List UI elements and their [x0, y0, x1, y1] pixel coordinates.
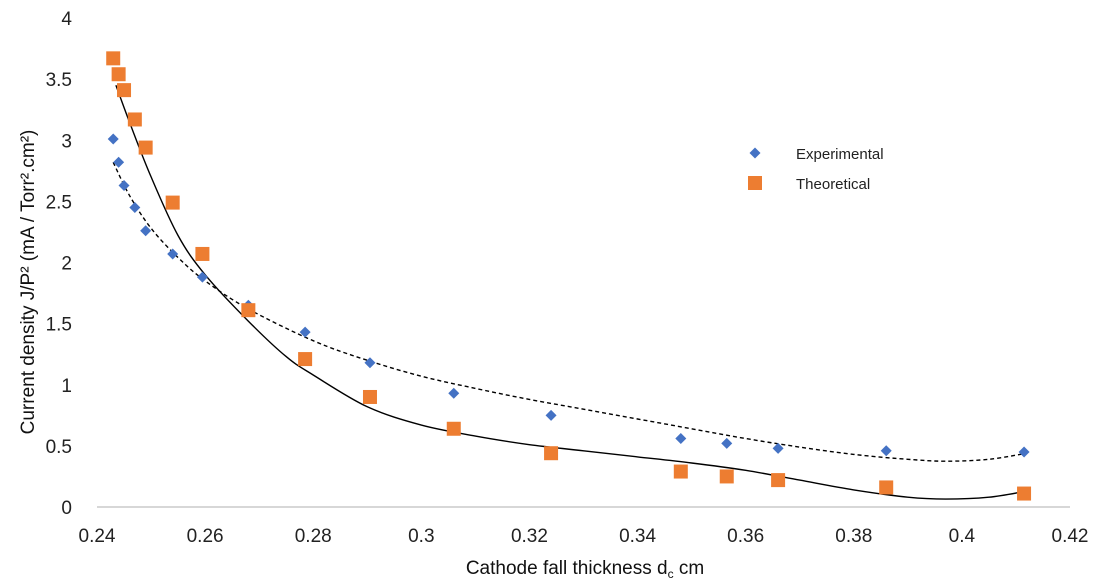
y-tick-label: 2 — [61, 254, 72, 275]
x-axis-title-unit: cm — [674, 558, 705, 579]
data-point-experimental — [118, 179, 130, 191]
x-tick-label: 0.3 — [408, 526, 434, 547]
y-tick-labels: 0 0.5 1 1.5 2 2.5 3 3.5 4 — [46, 9, 73, 519]
x-tick-label: 0.24 — [79, 526, 116, 547]
y-axis-title: Current density J/P² (mA / Torr².cm²) — [18, 130, 39, 435]
y-tick-label: 4 — [61, 9, 72, 30]
data-point-theoretical — [1017, 486, 1032, 501]
x-tick-label: 0.28 — [295, 526, 332, 547]
data-point-experimental — [448, 387, 460, 399]
data-point-theoretical — [111, 67, 126, 82]
data-point-theoretical — [544, 446, 559, 461]
x-axis-title-subscript: c — [668, 567, 674, 579]
data-point-experimental — [721, 437, 733, 449]
data-point-theoretical — [673, 464, 688, 479]
legend-label-experimental: Experimental — [796, 146, 884, 163]
legend-item-experimental: Experimental — [749, 146, 884, 163]
data-point-theoretical — [719, 469, 734, 484]
y-tick-label: 2.5 — [46, 192, 72, 213]
legend-item-theoretical: Theoretical — [748, 176, 870, 193]
y-tick-label: 0.5 — [46, 437, 72, 458]
data-markers — [106, 51, 1032, 501]
data-point-theoretical — [298, 352, 313, 367]
data-point-theoretical — [771, 473, 786, 488]
y-tick-label: 3 — [61, 131, 72, 152]
x-tick-label: 0.26 — [187, 526, 224, 547]
data-point-experimental — [140, 225, 152, 237]
data-point-experimental — [167, 248, 179, 260]
legend: Experimental Theoretical — [748, 146, 884, 193]
x-tick-label: 0.42 — [1052, 526, 1089, 547]
y-tick-label: 3.5 — [46, 70, 72, 91]
x-tick-label: 0.34 — [619, 526, 656, 547]
x-tick-labels: 0.24 0.26 0.28 0.3 0.32 0.34 0.36 0.38 0.4 0.42 — [79, 526, 1089, 547]
x-tick-label: 0.38 — [835, 526, 872, 547]
data-point-experimental — [196, 271, 208, 283]
y-tick-label: 1 — [61, 376, 72, 397]
data-point-experimental — [107, 133, 119, 145]
data-point-theoretical — [446, 421, 461, 436]
data-point-theoretical — [106, 51, 121, 66]
data-point-theoretical — [879, 480, 894, 495]
data-point-experimental — [772, 442, 784, 454]
data-point-experimental — [880, 445, 892, 457]
trendlines — [112, 84, 1027, 500]
x-tick-label: 0.32 — [511, 526, 548, 547]
y-tick-label: 1.5 — [46, 315, 72, 336]
data-point-experimental — [364, 357, 376, 369]
x-tick-label: 0.4 — [949, 526, 976, 547]
legend-label-theoretical: Theoretical — [796, 176, 870, 193]
data-point-theoretical — [138, 140, 153, 155]
trendline-experimental — [112, 161, 1027, 462]
x-axis-title-main: Cathode fall thickness d — [466, 558, 668, 579]
data-point-theoretical — [362, 389, 377, 404]
y-tick-label: 0 — [61, 498, 72, 519]
data-point-experimental — [1018, 446, 1030, 458]
data-point-theoretical — [165, 195, 180, 210]
legend-marker-experimental — [749, 147, 761, 159]
x-axis-title: Cathode fall thickness dc cm — [466, 558, 704, 579]
data-point-experimental — [299, 326, 311, 338]
data-point-theoretical — [117, 83, 132, 98]
trendline-theoretical — [115, 84, 1027, 500]
x-tick-label: 0.36 — [727, 526, 764, 547]
legend-marker-theoretical — [748, 176, 762, 190]
data-point-experimental — [545, 409, 557, 421]
data-point-experimental — [129, 201, 141, 213]
data-point-theoretical — [127, 112, 142, 127]
data-point-theoretical — [195, 246, 210, 261]
data-point-experimental — [675, 433, 687, 445]
data-point-experimental — [113, 156, 125, 168]
data-point-theoretical — [241, 303, 256, 318]
